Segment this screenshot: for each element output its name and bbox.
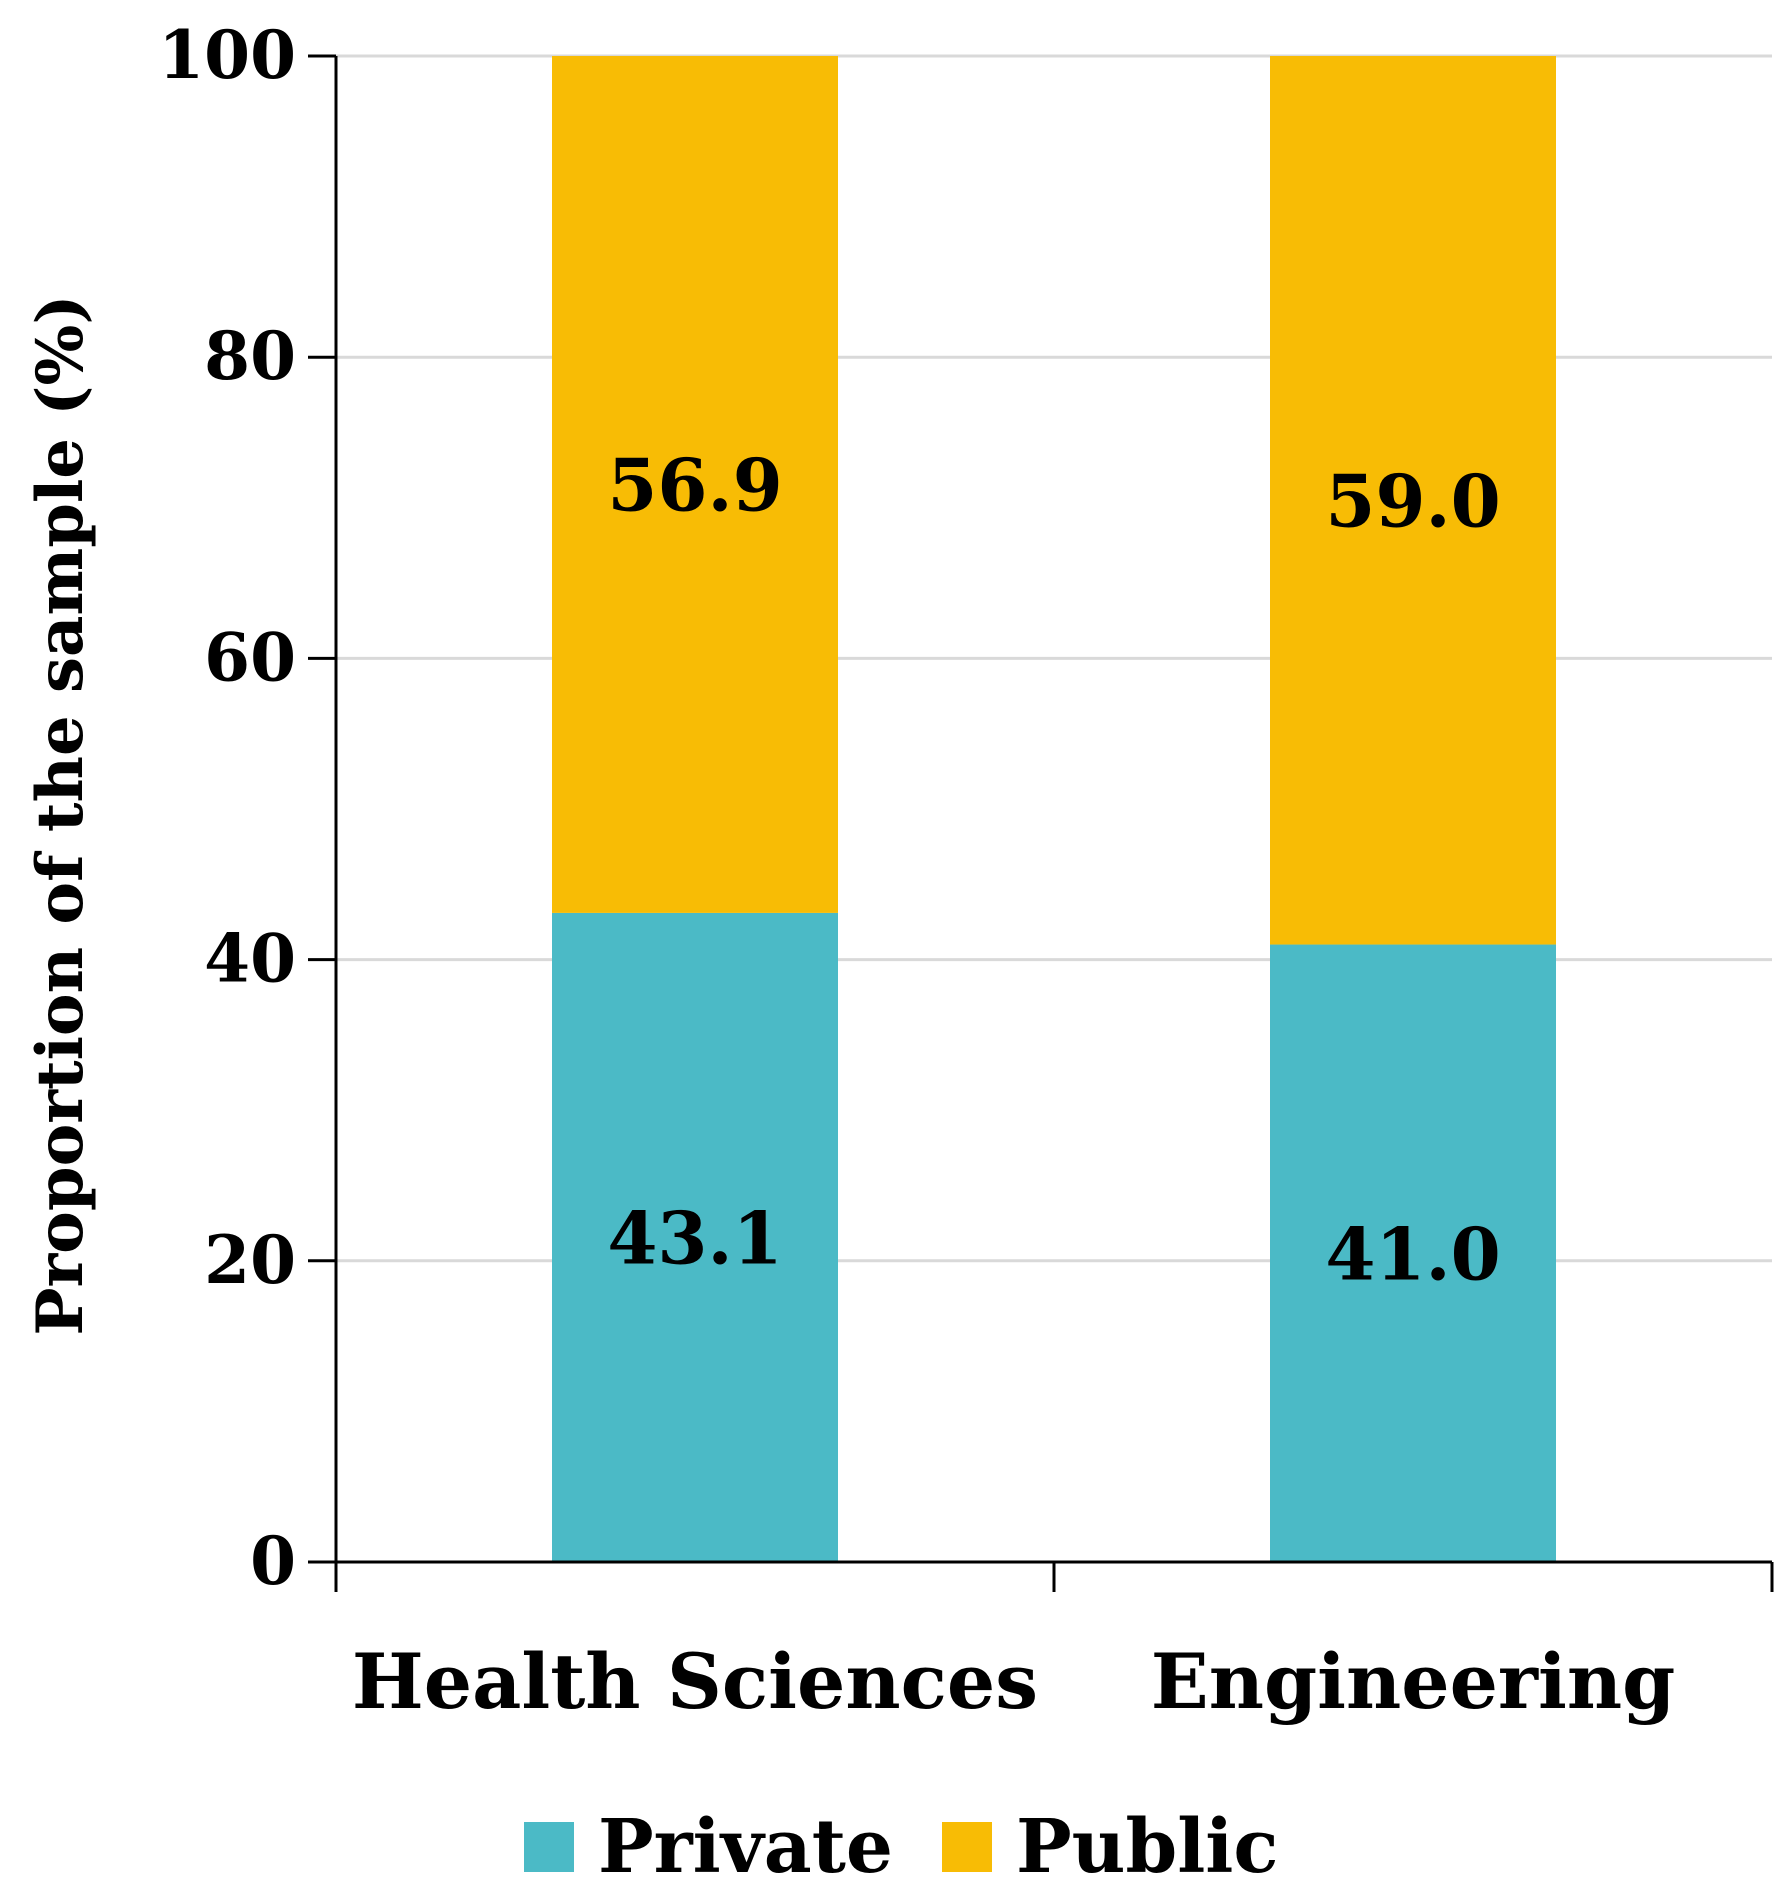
bars bbox=[552, 56, 1556, 1562]
legend-label-public: Public bbox=[1016, 1804, 1278, 1890]
data-label: 56.9 bbox=[607, 442, 782, 527]
gridlines bbox=[336, 54, 1772, 1263]
y-tick-label: 0 bbox=[250, 1522, 296, 1600]
data-label: 41.0 bbox=[1325, 1211, 1500, 1296]
legend: Private Public bbox=[524, 1804, 1278, 1890]
y-tick-label: 20 bbox=[204, 1221, 296, 1299]
data-label: 43.1 bbox=[607, 1195, 782, 1280]
axes bbox=[308, 54, 1774, 1592]
y-axis-title: Proportion of the sample (%) bbox=[23, 294, 98, 1335]
x-tick-label: Engineering bbox=[1151, 1637, 1675, 1726]
legend-swatch-private bbox=[524, 1822, 574, 1872]
y-tick-label: 100 bbox=[158, 16, 296, 94]
bar-public-engineering bbox=[1270, 56, 1556, 945]
bar-public-health-sciences bbox=[552, 56, 838, 913]
legend-label-private: Private bbox=[598, 1804, 893, 1890]
bar-private-engineering bbox=[1270, 944, 1556, 1562]
data-label: 59.0 bbox=[1325, 458, 1500, 543]
x-tick-label: Health Sciences bbox=[352, 1637, 1038, 1726]
labels: 0 20 40 60 80 100 43.1 56.9 Health Sciences 41.0 5… bbox=[158, 16, 1675, 1726]
y-tick-label: 40 bbox=[204, 920, 296, 998]
y-tick-label: 60 bbox=[204, 618, 296, 696]
y-tick-label: 80 bbox=[204, 317, 296, 395]
legend-swatch-public bbox=[942, 1822, 992, 1872]
bar-private-health-sciences bbox=[552, 912, 838, 1562]
